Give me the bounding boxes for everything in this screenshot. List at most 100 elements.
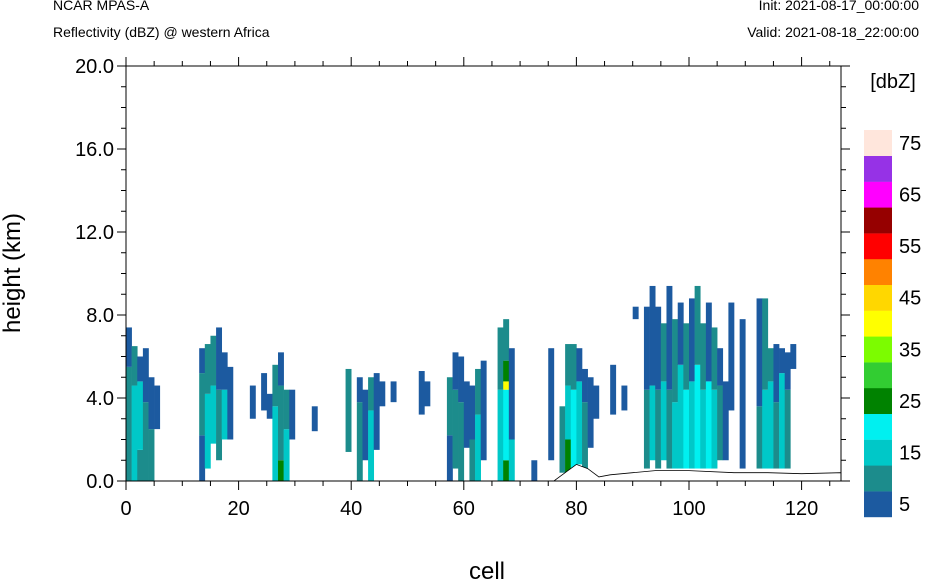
reflectivity-cell [362,389,369,461]
reflectivity-cell [283,389,290,430]
reflectivity-cell [717,385,724,461]
reflectivity-cell [221,389,228,440]
reflectivity-cell [655,389,662,469]
reflectivity-cell [278,352,284,386]
reflectivity-cell [705,381,712,469]
reflectivity-cell [272,406,279,481]
legend-swatch [864,130,892,156]
legend-label: 65 [899,185,921,207]
reflectivity-cell [368,377,375,411]
reflectivity-cell [503,460,510,481]
x-tick-label: 80 [565,498,587,520]
reflectivity-cell [503,319,510,361]
reflectivity-cell [126,327,132,367]
reflectivity-cell [666,285,673,390]
reflectivity-cell [643,306,650,390]
legend-swatch [864,413,892,440]
legend-swatch [864,465,892,492]
reflectivity-cell [649,285,656,386]
field-title: Reflectivity (dBZ) @ western Africa [53,24,270,40]
reflectivity-cell [711,389,718,469]
reflectivity-cell [379,381,386,407]
y-tick-label: 4.0 [86,388,114,410]
x-axis: 0 20 40 60 80 100 120 [120,57,831,520]
reflectivity-cell [621,385,628,411]
x-tick-label: 100 [672,498,705,520]
reflectivity-cell [790,344,797,369]
color-legend: 5 15 25 35 45 55 65 75 [864,130,921,518]
reflectivity-cell [548,348,555,461]
reflectivity-cell [570,344,577,390]
reflectivity-cell [503,360,510,382]
reflectivity-cell [779,373,785,469]
legend-swatch [864,207,892,234]
reflectivity-cell [469,385,476,440]
reflectivity-cell [756,406,763,469]
x-tick-label: 0 [120,498,131,520]
y-tick-label: 0.0 [86,471,114,493]
reflectivity-cell [210,335,217,386]
reflectivity-cell [148,429,155,482]
reflectivity-cell [705,302,712,382]
reflectivity-cell [289,389,296,440]
legend-label: 75 [899,133,921,155]
reflectivity-cell [311,406,318,432]
reflectivity-cell [356,402,363,481]
reflectivity-cell [266,393,273,419]
reflectivity-cell [142,348,149,403]
legend-swatch [864,284,892,311]
reflectivity-cell [672,402,679,469]
reflectivity-cell [672,319,679,403]
reflectivity-cell [148,377,155,430]
reflectivity-cell [508,439,515,481]
reflectivity-cell [137,449,144,482]
reflectivity-cell [137,381,144,450]
reflectivity-cell [458,402,465,481]
reflectivity-cell [576,348,583,382]
reflectivity-cell [728,302,735,411]
legend-label: 45 [899,288,921,310]
reflectivity-cell [458,356,465,403]
reflectivity-cell [446,435,453,481]
reflectivity-cell [126,366,132,482]
reflectivity-cell [249,385,256,419]
valid-time: Valid: 2021-08-18_22:00:00 [747,24,919,40]
reflectivity-cell [216,389,223,461]
reflectivity-cell [660,381,667,461]
legend-label: 5 [899,494,910,516]
reflectivity-cell [688,298,695,382]
reflectivity-cell [773,402,780,469]
reflectivity-cell [694,364,701,469]
reflectivity-cell [593,385,600,419]
legend-swatch [864,362,892,389]
reflectivity-cell [204,393,211,469]
reflectivity-cell [261,373,268,411]
x-tick-label: 40 [340,498,362,520]
reflectivity-cell [373,373,380,450]
reflectivity-cell [576,381,583,465]
reflectivity-cell [469,439,476,481]
reflectivity-cell [463,381,470,448]
reflectivity-cell [503,381,510,390]
reflectivity-cell [278,385,284,461]
reflectivity-cell [632,306,639,320]
legend-label: 15 [899,443,921,465]
reflectivity-cell [717,348,724,386]
reflectivity-cell [739,319,746,469]
reflectivity-cell [424,381,431,407]
reflectivity-cell [227,366,234,440]
reflectivity-cell [199,435,206,481]
y-tick-label: 12.0 [75,222,114,244]
legend-title: [dbZ] [870,71,916,93]
reflectivity-cell [356,377,363,403]
legend-swatch [864,233,892,260]
reflectivity-cell [688,381,695,469]
reflectivity-cell [154,385,161,430]
reflectivity-cell [677,364,684,469]
model-title: NCAR MPAS-A [53,0,150,13]
reflectivity-cell [452,352,459,390]
reflectivity-cell [649,385,656,461]
reflectivity-cell [131,385,138,481]
reflectivity-cell [683,323,690,390]
reflectivity-cell [700,389,707,469]
